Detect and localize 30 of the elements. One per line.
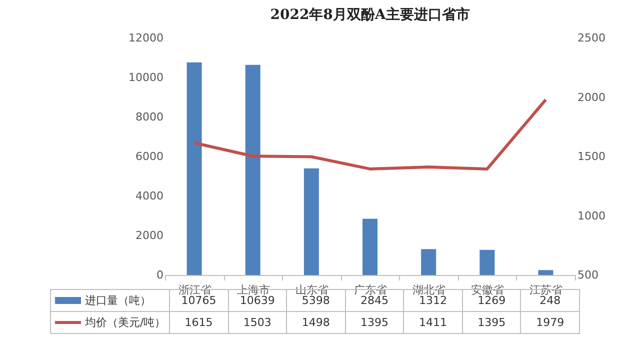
data-label: 1411 [404, 312, 462, 334]
data-label: 1395 [345, 312, 404, 334]
y2-tick-label: 500 [578, 268, 598, 282]
bar [421, 249, 436, 275]
y-tick-label: 2000 [136, 229, 164, 242]
legend-label: 均价（美元/吨） [85, 316, 166, 329]
data-label: 1615 [170, 312, 228, 334]
y2-tick-label: 2000 [578, 90, 606, 104]
y-tick-label: 4000 [136, 190, 164, 202]
y2-tick-label: 1000 [578, 209, 606, 222]
y2-tick-label: 2500 [578, 32, 606, 44]
bar [186, 62, 202, 275]
bar [480, 250, 495, 275]
data-label: 1395 [462, 312, 521, 334]
bar [362, 218, 378, 275]
y-tick-label: 10000 [128, 71, 164, 84]
bar [538, 270, 554, 275]
bar [245, 64, 260, 275]
data-label: 1498 [286, 312, 346, 334]
bar [304, 168, 319, 275]
y-tick-label: 12000 [128, 32, 164, 44]
y-tick-label: 8000 [136, 110, 164, 124]
data-label: 1503 [228, 312, 287, 334]
y-tick-label: 6000 [136, 150, 164, 163]
legend-label: 进口量（吨） [85, 294, 151, 307]
chart-title: 2022年8月双酚A主要进口省市 [270, 6, 470, 23]
y2-tick-label: 1500 [578, 150, 606, 163]
line-series [192, 98, 548, 170]
data-label: 1979 [520, 312, 580, 334]
y-tick-label: 0 [156, 268, 164, 282]
